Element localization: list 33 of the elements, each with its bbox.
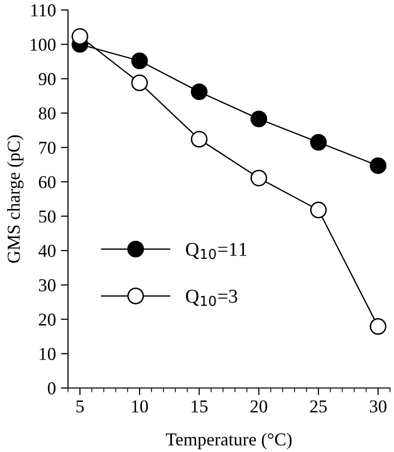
x-tick-label: 30: [370, 400, 386, 413]
y-tick-label: 70: [39, 142, 56, 154]
y-tick-label: 60: [38, 176, 56, 188]
y-tick-label: 50: [39, 210, 56, 223]
y-tick-label: 80: [38, 107, 56, 120]
x-tick-label: 25: [310, 400, 327, 413]
y-tick-label: 10: [40, 348, 56, 360]
x-tick-label: 10: [132, 400, 148, 413]
y-tick-label: 30: [39, 279, 56, 292]
y-tick-label: 0: [48, 382, 56, 394]
point: [250, 170, 268, 186]
y-tick-label: 100: [30, 38, 56, 51]
point: [190, 130, 208, 148]
point: [72, 28, 88, 45]
point: [310, 134, 327, 151]
y-tick-label: 110: [31, 4, 56, 16]
point: [310, 202, 327, 218]
legend-label: Q$_{10}$=11: [186, 242, 247, 260]
y-tick-label: 90: [38, 72, 56, 86]
point: [370, 318, 386, 335]
point: [370, 157, 386, 174]
point: [131, 74, 148, 92]
x-tick-label: 20: [250, 400, 268, 413]
y-axis-title: GMS charge (pC): [7, 135, 24, 263]
point: [250, 110, 268, 128]
legend-label: Q$_{10}$=3: [186, 290, 238, 306]
y-tick-label: 40: [38, 244, 56, 257]
x-tick-label: 15: [192, 400, 208, 413]
x-axis-title: Temperature (°C): [166, 432, 292, 450]
point: [131, 52, 148, 70]
point: [190, 83, 208, 100]
x-tick-label: 5: [76, 400, 84, 413]
y-tick-label: 20: [38, 314, 56, 326]
